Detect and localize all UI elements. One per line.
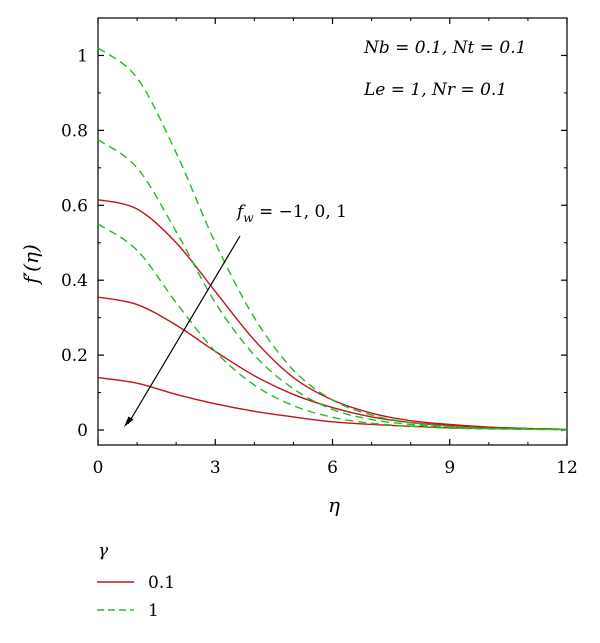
y-axis-label: f′(η) (19, 244, 43, 286)
annotation-fw: fw = −1, 0, 1 (235, 202, 347, 225)
x-tick-label: 3 (210, 458, 221, 478)
series-line-gamma-0.1-1 (97, 296, 568, 430)
svg-text:fw = −1, 0, 1: fw = −1, 0, 1 (235, 202, 347, 225)
x-tick-label: 0 (93, 458, 104, 478)
series-line-gamma-1-3 (97, 47, 568, 430)
legend-title: γ (98, 541, 109, 561)
series-line-gamma-1-5 (97, 223, 568, 431)
y-tick-label: 1 (77, 46, 88, 66)
x-axis-label: η (328, 493, 340, 517)
y-tick-label: 0.2 (61, 346, 88, 366)
y-tick-label: 0.8 (61, 121, 88, 141)
legend-entry-1: 1 (148, 601, 159, 621)
x-tick-label: 9 (444, 458, 455, 478)
series-line-gamma-0.1-0 (97, 198, 568, 430)
series-line-gamma-0.1-2 (97, 376, 568, 430)
x-tick-label: 12 (556, 458, 578, 478)
plot-area: 0 3 6 9 12 0 0.2 0.4 0.6 0.8 1 (61, 17, 578, 478)
series-line-gamma-1-4 (97, 139, 568, 431)
arrow-line (127, 235, 241, 425)
annotation-nb-nt: Nb = 0.1, Nt = 0.1 (363, 38, 526, 58)
arrow-head (124, 416, 134, 427)
y-tick-label: 0.4 (61, 271, 88, 291)
legend: γ 0.1 1 (97, 541, 175, 621)
annotation-le-nr: Le = 1, Nr = 0.1 (363, 80, 507, 100)
y-tick-label: 0 (77, 421, 88, 441)
legend-entry-0.1: 0.1 (148, 573, 175, 593)
y-tick-label: 0.6 (61, 196, 88, 216)
x-tick-label: 6 (327, 458, 338, 478)
